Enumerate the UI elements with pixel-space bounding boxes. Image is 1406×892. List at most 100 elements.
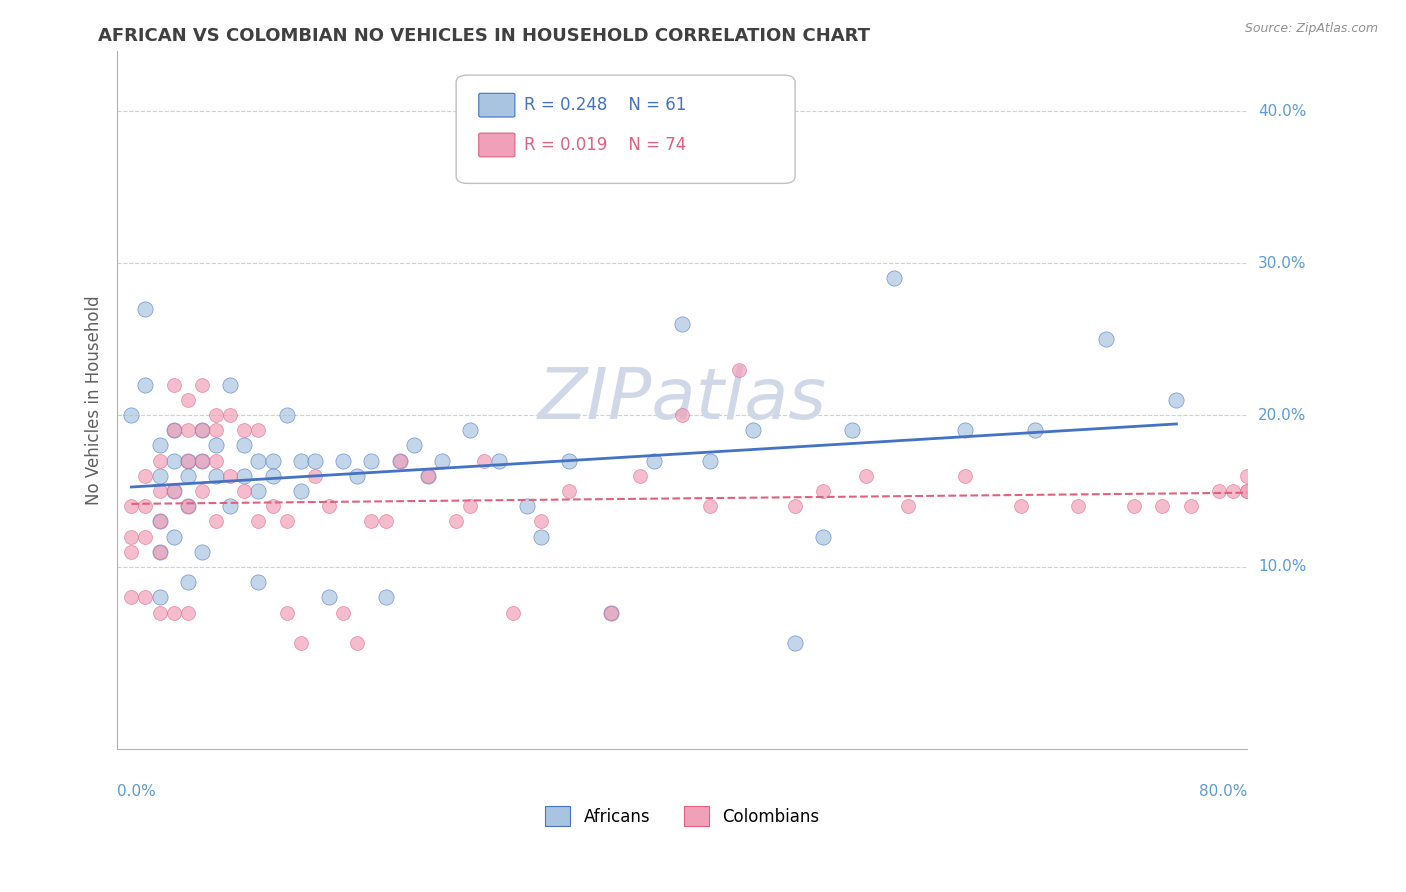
Point bbox=[346, 468, 368, 483]
Point bbox=[516, 500, 538, 514]
Point bbox=[177, 500, 200, 514]
Point bbox=[290, 636, 312, 650]
Point bbox=[530, 530, 553, 544]
Point bbox=[148, 468, 170, 483]
Point bbox=[177, 500, 200, 514]
Point bbox=[276, 515, 298, 529]
Point bbox=[191, 423, 214, 437]
Point bbox=[134, 591, 156, 605]
Point bbox=[177, 606, 200, 620]
Point bbox=[558, 453, 581, 467]
Point bbox=[148, 606, 170, 620]
Point bbox=[276, 606, 298, 620]
Point bbox=[388, 453, 411, 467]
Point bbox=[205, 468, 228, 483]
Legend: Africans, Colombians: Africans, Colombians bbox=[538, 799, 825, 833]
Point bbox=[247, 453, 270, 467]
Point bbox=[148, 438, 170, 452]
Point bbox=[134, 500, 156, 514]
Point bbox=[120, 591, 142, 605]
Point bbox=[444, 515, 467, 529]
Point bbox=[276, 408, 298, 422]
Point bbox=[699, 500, 721, 514]
Point bbox=[191, 545, 214, 559]
Point bbox=[416, 468, 439, 483]
Point bbox=[177, 453, 200, 467]
Point bbox=[191, 423, 214, 437]
Point bbox=[177, 453, 200, 467]
Point bbox=[318, 591, 340, 605]
Point bbox=[360, 453, 382, 467]
Point bbox=[177, 392, 200, 407]
Point bbox=[1066, 500, 1088, 514]
Point bbox=[247, 515, 270, 529]
Point bbox=[219, 468, 242, 483]
Point bbox=[855, 468, 877, 483]
Point bbox=[304, 453, 326, 467]
Point bbox=[727, 362, 749, 376]
Point bbox=[813, 483, 835, 498]
FancyBboxPatch shape bbox=[456, 75, 794, 184]
Point bbox=[332, 453, 354, 467]
FancyBboxPatch shape bbox=[478, 94, 515, 117]
Point bbox=[163, 453, 186, 467]
Point bbox=[488, 453, 510, 467]
Point bbox=[897, 500, 920, 514]
Point bbox=[1123, 500, 1146, 514]
Point bbox=[374, 591, 396, 605]
Point bbox=[163, 377, 186, 392]
Point bbox=[163, 483, 186, 498]
Point bbox=[628, 468, 651, 483]
Point bbox=[134, 468, 156, 483]
Point bbox=[163, 530, 186, 544]
Point bbox=[290, 483, 312, 498]
Point bbox=[233, 438, 256, 452]
Point bbox=[1094, 332, 1116, 346]
Point bbox=[233, 423, 256, 437]
Point bbox=[262, 453, 284, 467]
Point bbox=[163, 606, 186, 620]
Point bbox=[1152, 500, 1174, 514]
Point bbox=[643, 453, 665, 467]
Point bbox=[841, 423, 863, 437]
Point bbox=[120, 530, 142, 544]
Point bbox=[205, 423, 228, 437]
Point bbox=[120, 545, 142, 559]
Point bbox=[148, 453, 170, 467]
Point bbox=[1236, 468, 1258, 483]
Point bbox=[699, 453, 721, 467]
Text: 10.0%: 10.0% bbox=[1258, 559, 1306, 574]
Point bbox=[219, 500, 242, 514]
Point bbox=[332, 606, 354, 620]
Point bbox=[205, 408, 228, 422]
Point bbox=[1236, 483, 1258, 498]
Point bbox=[120, 408, 142, 422]
Text: 0.0%: 0.0% bbox=[117, 784, 156, 799]
Point bbox=[163, 483, 186, 498]
Point bbox=[148, 545, 170, 559]
Point bbox=[177, 468, 200, 483]
Point bbox=[883, 271, 905, 285]
Point bbox=[600, 606, 623, 620]
Point bbox=[1024, 423, 1046, 437]
Point bbox=[205, 453, 228, 467]
Point bbox=[346, 636, 368, 650]
Point bbox=[262, 500, 284, 514]
Point bbox=[262, 468, 284, 483]
Point bbox=[191, 453, 214, 467]
Point bbox=[134, 377, 156, 392]
Point bbox=[600, 606, 623, 620]
Point bbox=[783, 500, 806, 514]
Point bbox=[458, 500, 481, 514]
Point bbox=[177, 575, 200, 590]
Point bbox=[402, 438, 425, 452]
Point bbox=[163, 423, 186, 437]
Point bbox=[120, 500, 142, 514]
Point bbox=[219, 377, 242, 392]
Point bbox=[953, 423, 976, 437]
Point bbox=[318, 500, 340, 514]
Point bbox=[1222, 483, 1244, 498]
Point bbox=[741, 423, 763, 437]
Point bbox=[783, 636, 806, 650]
Point bbox=[1208, 483, 1230, 498]
